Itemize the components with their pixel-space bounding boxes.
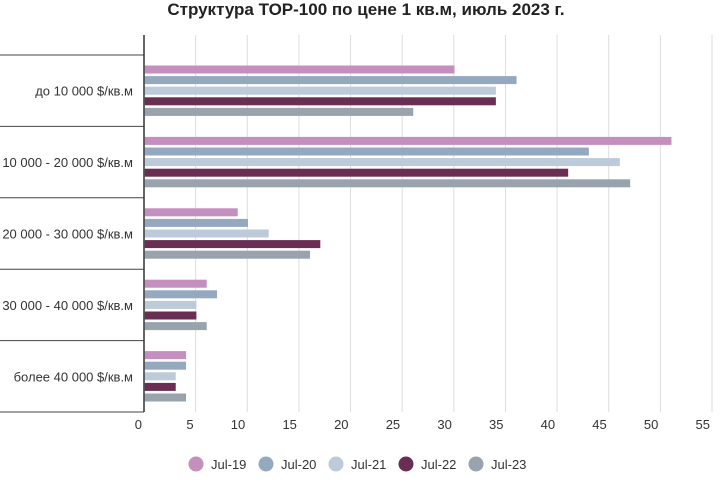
- category-label: 10 000 - 20 000 $/кв.м: [2, 155, 133, 170]
- x-tick-label: 0: [135, 417, 142, 432]
- bar: [144, 240, 321, 249]
- bar: [144, 229, 269, 238]
- legend-label: Jul-23: [491, 457, 526, 472]
- x-tick-label: 40: [541, 417, 555, 432]
- legend-label: Jul-21: [351, 457, 386, 472]
- category-label: 30 000 - 40 000 $/кв.м: [2, 298, 133, 313]
- chart-title: Структура ТОР-100 по цене 1 кв.м, июль 2…: [167, 0, 564, 19]
- legend-marker: [258, 456, 274, 472]
- legend-marker: [188, 456, 204, 472]
- x-tick-label: 20: [334, 417, 348, 432]
- x-tick-label: 30: [437, 417, 451, 432]
- bar: [144, 208, 238, 217]
- legend-marker: [468, 456, 484, 472]
- category-label: 20 000 - 30 000 $/кв.м: [2, 227, 133, 242]
- bar: [144, 382, 176, 391]
- legend-label: Jul-22: [421, 457, 456, 472]
- bar: [144, 147, 589, 156]
- bar: [144, 76, 517, 85]
- bar: [144, 372, 176, 381]
- x-tick-label: 15: [282, 417, 296, 432]
- bar: [144, 136, 672, 145]
- x-tick-label: 35: [489, 417, 503, 432]
- bar: [144, 86, 496, 95]
- bar: [144, 290, 218, 299]
- bar: [144, 322, 207, 331]
- bar: [144, 218, 249, 227]
- bar: [144, 351, 187, 360]
- x-tick-label: 10: [231, 417, 245, 432]
- x-tick-label: 50: [644, 417, 658, 432]
- x-tick-label: 5: [186, 417, 193, 432]
- bar: [144, 65, 455, 74]
- legend-marker: [328, 456, 344, 472]
- bar: [144, 158, 620, 167]
- bar: [144, 279, 207, 288]
- legend: Jul-19 Jul-20 Jul-21 Jul-22 Jul-23: [188, 456, 526, 472]
- bar: [144, 250, 310, 259]
- bar: [144, 311, 197, 320]
- x-tick-label: 25: [386, 417, 400, 432]
- legend-marker: [398, 456, 414, 472]
- bar: [144, 393, 187, 402]
- bars: [144, 65, 672, 402]
- bar: [144, 168, 569, 177]
- category-label: более 40 000 $/кв.м: [14, 369, 133, 384]
- bar: [144, 179, 631, 188]
- legend-label: Jul-19: [211, 457, 246, 472]
- bar: [144, 97, 496, 106]
- category-label: до 10 000 $/кв.м: [35, 84, 133, 99]
- x-tick-label: 55: [696, 417, 710, 432]
- bar: [144, 300, 197, 309]
- x-tick-label: 45: [592, 417, 606, 432]
- bar: [144, 107, 414, 116]
- axes: 0 5 10 15 20 25 30 35 40 45 50 55 до 10 000 $/кв.м 10…: [0, 35, 710, 432]
- legend-label: Jul-20: [281, 457, 316, 472]
- bar: [144, 361, 187, 370]
